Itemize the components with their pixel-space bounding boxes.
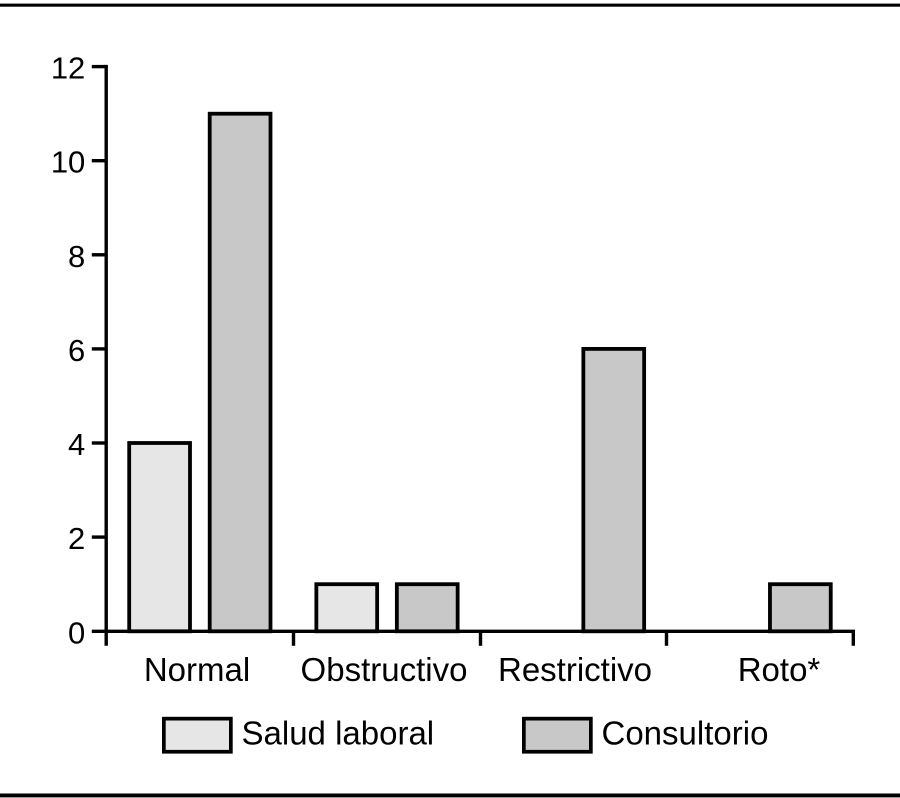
svg-text:4: 4 xyxy=(68,427,85,462)
svg-text:Consultorio: Consultorio xyxy=(602,715,769,752)
svg-text:Restrictivo: Restrictivo xyxy=(498,651,652,688)
svg-text:Obstructivo: Obstructivo xyxy=(301,651,468,688)
svg-text:Roto*: Roto* xyxy=(738,651,821,688)
svg-text:0: 0 xyxy=(68,615,85,650)
svg-text:Normal: Normal xyxy=(144,651,250,688)
svg-text:6: 6 xyxy=(68,333,85,368)
svg-text:2: 2 xyxy=(68,521,85,556)
svg-text:Salud laboral: Salud laboral xyxy=(242,715,435,752)
svg-text:12: 12 xyxy=(51,51,85,86)
svg-text:10: 10 xyxy=(51,145,85,180)
svg-text:8: 8 xyxy=(68,239,85,274)
